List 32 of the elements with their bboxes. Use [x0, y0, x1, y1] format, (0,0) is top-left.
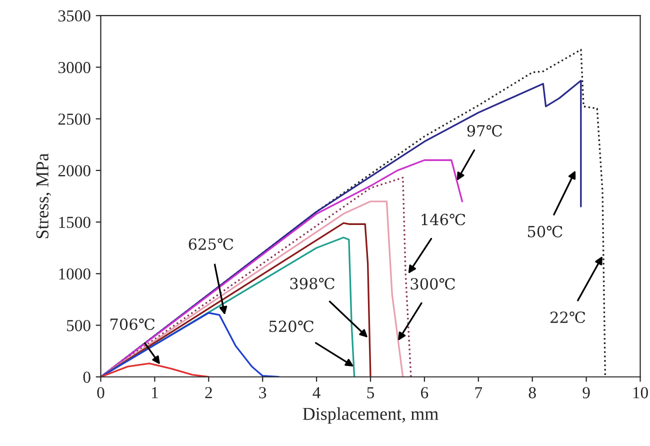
annotation: 97℃: [467, 125, 502, 137]
annotation: 50℃: [528, 226, 562, 238]
annotation: 706℃: [110, 318, 155, 330]
y-tick-label: 1000: [59, 268, 90, 280]
line-series: [100, 159, 464, 377]
annotation: 300℃: [410, 278, 455, 290]
x-tick-label: 4: [312, 387, 320, 398]
y-tick-label: 3500: [58, 10, 90, 22]
x-tick-label: 9: [582, 387, 590, 398]
x-tick-label: 0: [97, 387, 104, 398]
y-tick-label: 3000: [58, 62, 90, 74]
y-tick-label: 2500: [58, 114, 90, 125]
annotation: 398℃: [290, 278, 334, 290]
x-tick-label: 10: [633, 387, 648, 398]
y-tick-label: 1500: [59, 216, 90, 228]
y-tick-label: 500: [66, 320, 90, 332]
line-series: [100, 362, 210, 377]
x-tick-label: 8: [528, 387, 536, 398]
x-tick-label: 3: [259, 387, 266, 398]
x-tick-label: 1: [152, 387, 158, 398]
x-tick-label: 5: [367, 387, 374, 398]
y-tick-label: 0: [83, 372, 90, 383]
x-tick-label: 6: [421, 387, 428, 398]
annotation: 625℃: [188, 238, 234, 250]
annotation: 520℃: [269, 320, 314, 332]
annotation: 22℃: [550, 311, 586, 324]
x-tick-label: 2: [205, 387, 212, 398]
y-tick-label: 2000: [58, 165, 90, 176]
annotation: 146℃: [422, 214, 466, 226]
x-axis-title: Displacement, mm: [302, 407, 438, 424]
x-tick-label: 7: [475, 387, 482, 398]
y-axis-title: Stress, MPa: [36, 153, 52, 238]
